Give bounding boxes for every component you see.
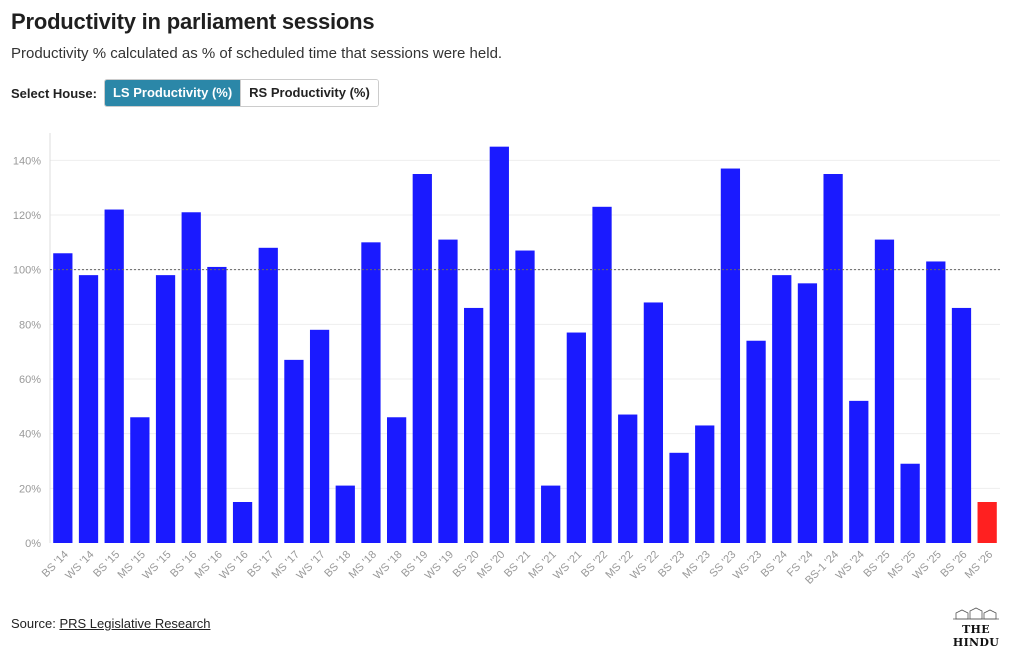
bars [53,146,997,544]
house-selector: Select House: LS Productivity (%) RS Pro… [11,79,379,107]
x-tick-label: WS '15 [140,549,173,582]
bar-bs-1-24 [823,174,843,543]
bar-ws-19 [438,239,458,543]
select-house-label: Select House: [11,85,97,101]
x-tick-label: WS '25 [911,549,944,582]
x-tick-label: MS '23 [680,549,712,581]
source-link[interactable]: PRS Legislative Research [59,616,211,631]
source-note: Source: PRS Legislative Research [11,616,210,631]
bar-bs-20 [464,307,484,543]
bar-bs-24 [772,275,792,543]
y-tick-label: 0% [25,538,41,550]
source-label: Source: [11,616,56,631]
bar-ms-26 [977,502,997,543]
bar-bs-16 [181,212,201,543]
logo-text: THE HINDU [952,623,1000,649]
x-tick-label: WS '24 [834,549,867,582]
x-tick-label: WS '17 [294,549,327,582]
bar-ms-16 [207,266,227,543]
x-tick-label: MS '26 [963,549,995,581]
y-tick-label: 40% [19,429,41,441]
bar-ws-14 [78,275,99,543]
bar-ws-23 [746,340,766,543]
bar-ms-17 [284,359,304,543]
x-tick-label: BS '24 [759,549,790,580]
ls-productivity-button[interactable]: LS Productivity (%) [104,80,241,106]
bar-ws-21 [566,332,586,543]
bar-ws-25 [926,261,946,543]
house-button-group: LS Productivity (%) RS Productivity (%) [103,79,379,107]
bar-ws-16 [232,502,253,543]
chart-title: Productivity in parliament sessions [11,9,375,34]
bar-ms-20 [489,146,509,543]
bar-ms-15 [130,417,150,543]
bar-ms-18 [361,242,381,543]
y-axis: 0% 20% 40% 60% 80% 100% 120% 140% [13,133,51,550]
x-tick-label: MS '20 [475,549,507,581]
bar-ws-18 [386,417,407,543]
bar-ss-23 [720,168,741,543]
bar-bs-23 [669,452,689,543]
y-tick-label: 120% [13,210,41,222]
y-tick-label: 100% [13,265,41,277]
bar-fs-24 [797,283,818,543]
bar-ms-21 [541,485,561,543]
bar-bs-19 [412,174,432,543]
rs-productivity-button[interactable]: RS Productivity (%) [240,80,378,106]
x-tick-label: WS '16 [217,549,250,582]
x-tick-label: WS '23 [731,549,764,582]
bar-ms-25 [900,463,920,543]
y-tick-label: 140% [13,155,41,167]
the-hindu-logo: THE HINDU [944,607,1008,649]
bar-bs-15 [104,209,124,543]
bar-bs-14 [53,253,73,543]
bar-ws-22 [643,302,664,543]
x-tick-label: WS '22 [628,549,661,582]
logo-emblem-icon [953,607,999,620]
bar-ms-22 [618,414,638,543]
x-tick-label: WS '14 [63,549,96,582]
x-tick-label: WS '18 [371,549,404,582]
chart-subtitle: Productivity % calculated as % of schedu… [11,45,503,62]
y-tick-label: 80% [19,319,41,331]
bar-bs-17 [258,247,278,544]
bar-bs-18 [335,485,355,543]
bar-ms-23 [695,425,715,543]
bar-bs-26 [951,307,972,543]
bar-bs-22 [592,206,612,544]
bar-ws-15 [155,275,176,543]
bar-ws-17 [309,329,330,543]
bar-bs-21 [515,250,535,543]
bar-ws-24 [849,400,869,543]
x-tick-label: WS '19 [423,549,456,582]
y-tick-label: 20% [19,483,41,495]
y-tick-label: 60% [19,374,41,386]
bar-bs-25 [874,239,895,543]
x-tick-label: WS '21 [551,549,584,582]
